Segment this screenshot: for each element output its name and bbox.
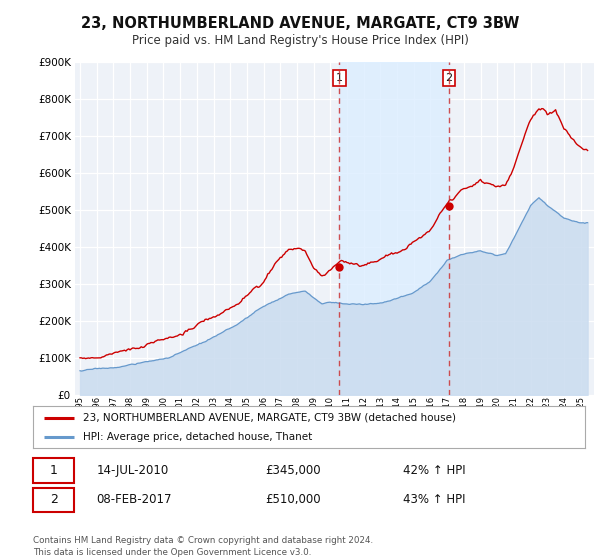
Text: HPI: Average price, detached house, Thanet: HPI: Average price, detached house, Than… [83,432,312,442]
Text: Contains HM Land Registry data © Crown copyright and database right 2024.
This d: Contains HM Land Registry data © Crown c… [33,536,373,557]
FancyBboxPatch shape [33,458,74,483]
Text: 14-JUL-2010: 14-JUL-2010 [97,464,169,477]
Text: £510,000: £510,000 [265,493,320,506]
Text: 23, NORTHUMBERLAND AVENUE, MARGATE, CT9 3BW: 23, NORTHUMBERLAND AVENUE, MARGATE, CT9 … [81,16,519,31]
Text: Price paid vs. HM Land Registry's House Price Index (HPI): Price paid vs. HM Land Registry's House … [131,34,469,46]
Text: 1: 1 [50,464,58,477]
Text: £345,000: £345,000 [265,464,320,477]
Text: 43% ↑ HPI: 43% ↑ HPI [403,493,466,506]
Text: 2: 2 [445,73,452,83]
Text: 42% ↑ HPI: 42% ↑ HPI [403,464,466,477]
FancyBboxPatch shape [33,488,74,512]
Text: 08-FEB-2017: 08-FEB-2017 [97,493,172,506]
Text: 23, NORTHUMBERLAND AVENUE, MARGATE, CT9 3BW (detached house): 23, NORTHUMBERLAND AVENUE, MARGATE, CT9 … [83,413,455,423]
Bar [340,62,449,395]
Text: 2: 2 [50,493,58,506]
Text: 1: 1 [336,73,343,83]
